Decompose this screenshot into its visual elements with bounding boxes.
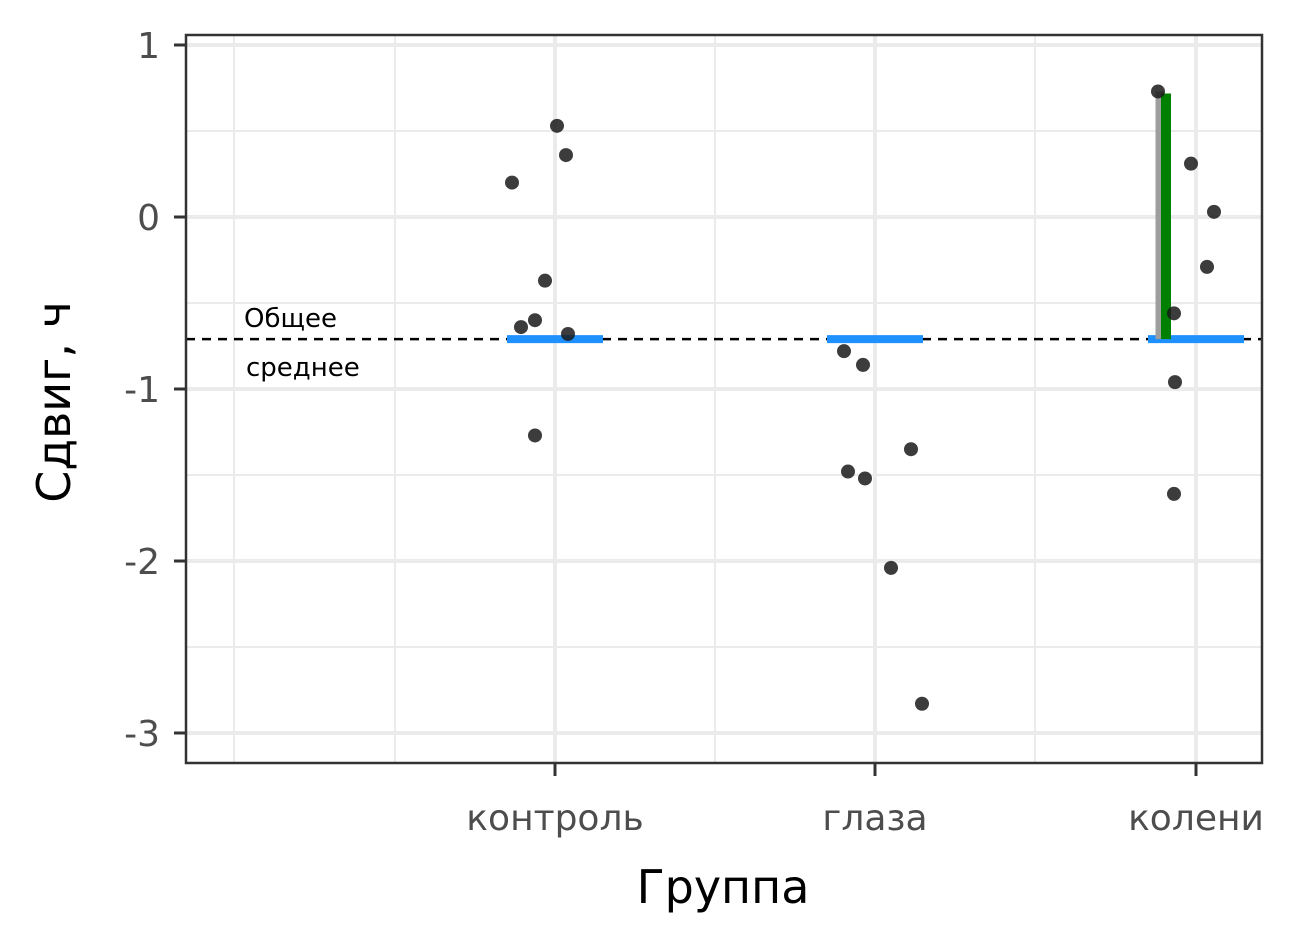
x-tick-label: глаза	[822, 798, 927, 839]
data-point	[1184, 156, 1198, 171]
y-axis: 1 0 -1 -2 -3	[124, 26, 186, 755]
data-point	[559, 148, 573, 163]
data-point	[856, 357, 870, 372]
data-point	[837, 344, 851, 359]
data-point	[505, 175, 519, 190]
major-gridlines	[186, 35, 1262, 763]
data-point	[904, 442, 918, 457]
x-tick-label: контроль	[466, 798, 643, 839]
data-points	[505, 84, 1221, 711]
data-point	[538, 273, 552, 288]
data-point	[884, 560, 898, 575]
deviation-segment	[1155, 91, 1171, 340]
data-point	[528, 428, 542, 443]
data-point	[1200, 259, 1214, 274]
y-tick-label: 1	[137, 26, 160, 67]
data-point	[1207, 204, 1221, 219]
data-point	[528, 313, 542, 328]
data-point	[858, 471, 872, 486]
data-point	[561, 326, 575, 341]
y-tick-label: -3	[124, 714, 160, 755]
data-point	[1167, 306, 1181, 321]
panel-border	[184, 33, 1264, 765]
overall-mean-label-line1: Общее	[244, 304, 337, 334]
overall-mean-label-line2: среднее	[246, 353, 360, 383]
minor-gridlines	[186, 35, 1262, 763]
y-tick-label: 0	[137, 198, 160, 239]
data-point	[1151, 84, 1165, 99]
data-point	[841, 464, 855, 479]
x-tick-label: колени	[1128, 798, 1264, 839]
data-point	[514, 320, 528, 335]
y-axis-title: Сдвиг, ч	[27, 301, 81, 503]
y-tick-label: -2	[124, 542, 160, 583]
data-point	[1167, 486, 1181, 501]
data-point	[550, 118, 564, 133]
x-axis: контроль глаза колени	[466, 763, 1264, 839]
data-point	[1168, 375, 1182, 390]
data-point	[915, 696, 929, 711]
x-axis-title: Группа	[637, 860, 810, 914]
y-tick-label: -1	[124, 370, 160, 411]
